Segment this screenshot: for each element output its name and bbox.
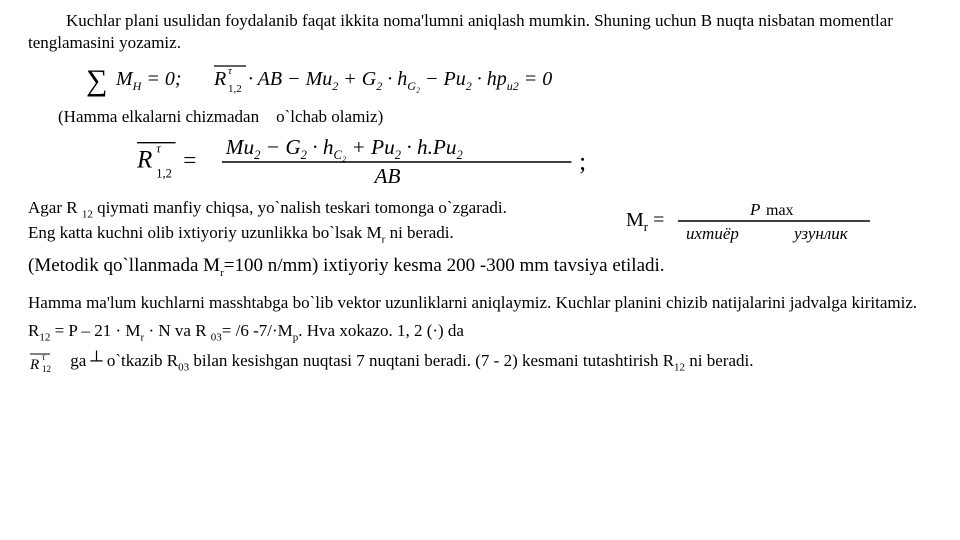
equation-r12-fraction: R τ 1,2 = Mu2 − G2 · hC₂ + Pu2 · h.Pu2 A… bbox=[128, 133, 648, 189]
paragraph-7: R τ 12 ga ┴ o`tkazib R03 bilan kesishgan… bbox=[28, 350, 932, 374]
pmax-fraction: P max ихтиёр узунлик bbox=[674, 199, 874, 245]
svg-text:;: ; bbox=[579, 149, 586, 176]
svg-text:∑: ∑ bbox=[86, 64, 107, 97]
svg-text:R: R bbox=[29, 357, 39, 373]
p4-t2: =100 n/mm) ixtiyoriy kesma 200 -300 mm t… bbox=[224, 255, 665, 276]
p6-m3: = /6 -7/·M bbox=[222, 321, 293, 340]
p6-r: R bbox=[28, 321, 39, 340]
perpendicular-icon: ┴ bbox=[91, 351, 103, 370]
p7-s1: 03 bbox=[178, 362, 189, 374]
p2-right: o`lchab olamiz) bbox=[276, 107, 383, 126]
p3a-sub: 12 bbox=[82, 209, 93, 221]
svg-text:AB: AB bbox=[372, 164, 400, 188]
svg-text:P: P bbox=[749, 200, 760, 219]
p6-m2: · N va R bbox=[144, 321, 211, 340]
svg-text:τ: τ bbox=[156, 142, 161, 156]
svg-text:ихтиёр: ихтиёр bbox=[686, 224, 739, 243]
svg-text:12: 12 bbox=[42, 364, 51, 373]
svg-text:1,2: 1,2 bbox=[156, 167, 172, 181]
svg-text:max: max bbox=[766, 202, 794, 219]
p6-s3: 03 bbox=[211, 331, 222, 343]
paragraph-2: (Hamma elkalarni chizmadan o`lchab olami… bbox=[58, 106, 932, 128]
mr-eq: = bbox=[648, 209, 664, 231]
paragraph-6: R12 = P – 21 · Mr · N va R 03= /6 -7/·Mp… bbox=[28, 320, 932, 344]
svg-text:Mu2 − G2 · hC₂ + Pu2 · h.Pu2: Mu2 − G2 · hC₂ + Pu2 · h.Pu2 bbox=[225, 135, 463, 162]
paragraph-3a: Agar R 12 qiymati manfiy chiqsa, yo`nali… bbox=[28, 197, 618, 221]
svg-text:=: = bbox=[183, 148, 196, 174]
p7-m2: bilan kesishgan nuqtasi 7 nuqtani beradi… bbox=[189, 351, 674, 370]
p2-left: (Hamma elkalarni chizmadan bbox=[58, 107, 259, 126]
paragraph-1: Kuchlar plani usulidan foydalanib faqat … bbox=[28, 10, 932, 54]
svg-text:· AB − Mu2 + G2 · hG₂ − Pu2 ·: · AB − Mu2 + G2 · hG₂ − Pu2 · hpu2 = 0 bbox=[248, 68, 552, 93]
p3b-t2: ni beradi. bbox=[385, 223, 453, 242]
p7-m1: o`tkazib R bbox=[103, 351, 179, 370]
p7-rest: ni beradi. bbox=[685, 351, 753, 370]
mr-l: M bbox=[626, 209, 644, 231]
svg-text:MH = 0;: MH = 0; bbox=[115, 68, 182, 93]
p7-s2: 12 bbox=[674, 362, 685, 374]
svg-text:R: R bbox=[213, 68, 226, 90]
p4-t1: (Metodik qo`llanmada M bbox=[28, 255, 220, 276]
mr-label: Mr = bbox=[626, 209, 664, 235]
svg-text:узунлик: узунлик bbox=[792, 224, 849, 243]
svg-text:R: R bbox=[136, 147, 152, 174]
p6-rest: . Hva xokazo. 1, 2 (·) da bbox=[298, 321, 464, 340]
paragraph-5: Hamma ma'lum kuchlarni masshtabga bo`lib… bbox=[28, 292, 932, 314]
p6-m1: = P – 21 · M bbox=[50, 321, 140, 340]
paragraph-4: (Metodik qo`llanmada Mr=100 n/mm) ixtiyo… bbox=[28, 254, 932, 280]
r12-bar-icon: R τ 12 bbox=[28, 351, 60, 373]
svg-text:τ: τ bbox=[228, 65, 233, 77]
p7-pre: ga bbox=[70, 351, 90, 370]
p3b-t1: Eng katta kuchni olib ixtiyoriy uzunlikk… bbox=[28, 223, 382, 242]
paragraph-3b: Eng katta kuchni olib ixtiyoriy uzunlikk… bbox=[28, 222, 618, 246]
row-mr: Agar R 12 qiymati manfiy chiqsa, yo`nali… bbox=[28, 197, 932, 246]
p6-s1: 12 bbox=[39, 331, 50, 343]
p3a-t1: Agar R bbox=[28, 198, 82, 217]
p3a-t2: qiymati manfiy chiqsa, yo`nalish teskari… bbox=[93, 198, 507, 217]
svg-text:1,2: 1,2 bbox=[228, 83, 242, 95]
equation-sum-moments: ∑ MH = 0; R τ 1,2 · AB − Mu2 + G2 · hG₂ … bbox=[86, 60, 726, 100]
